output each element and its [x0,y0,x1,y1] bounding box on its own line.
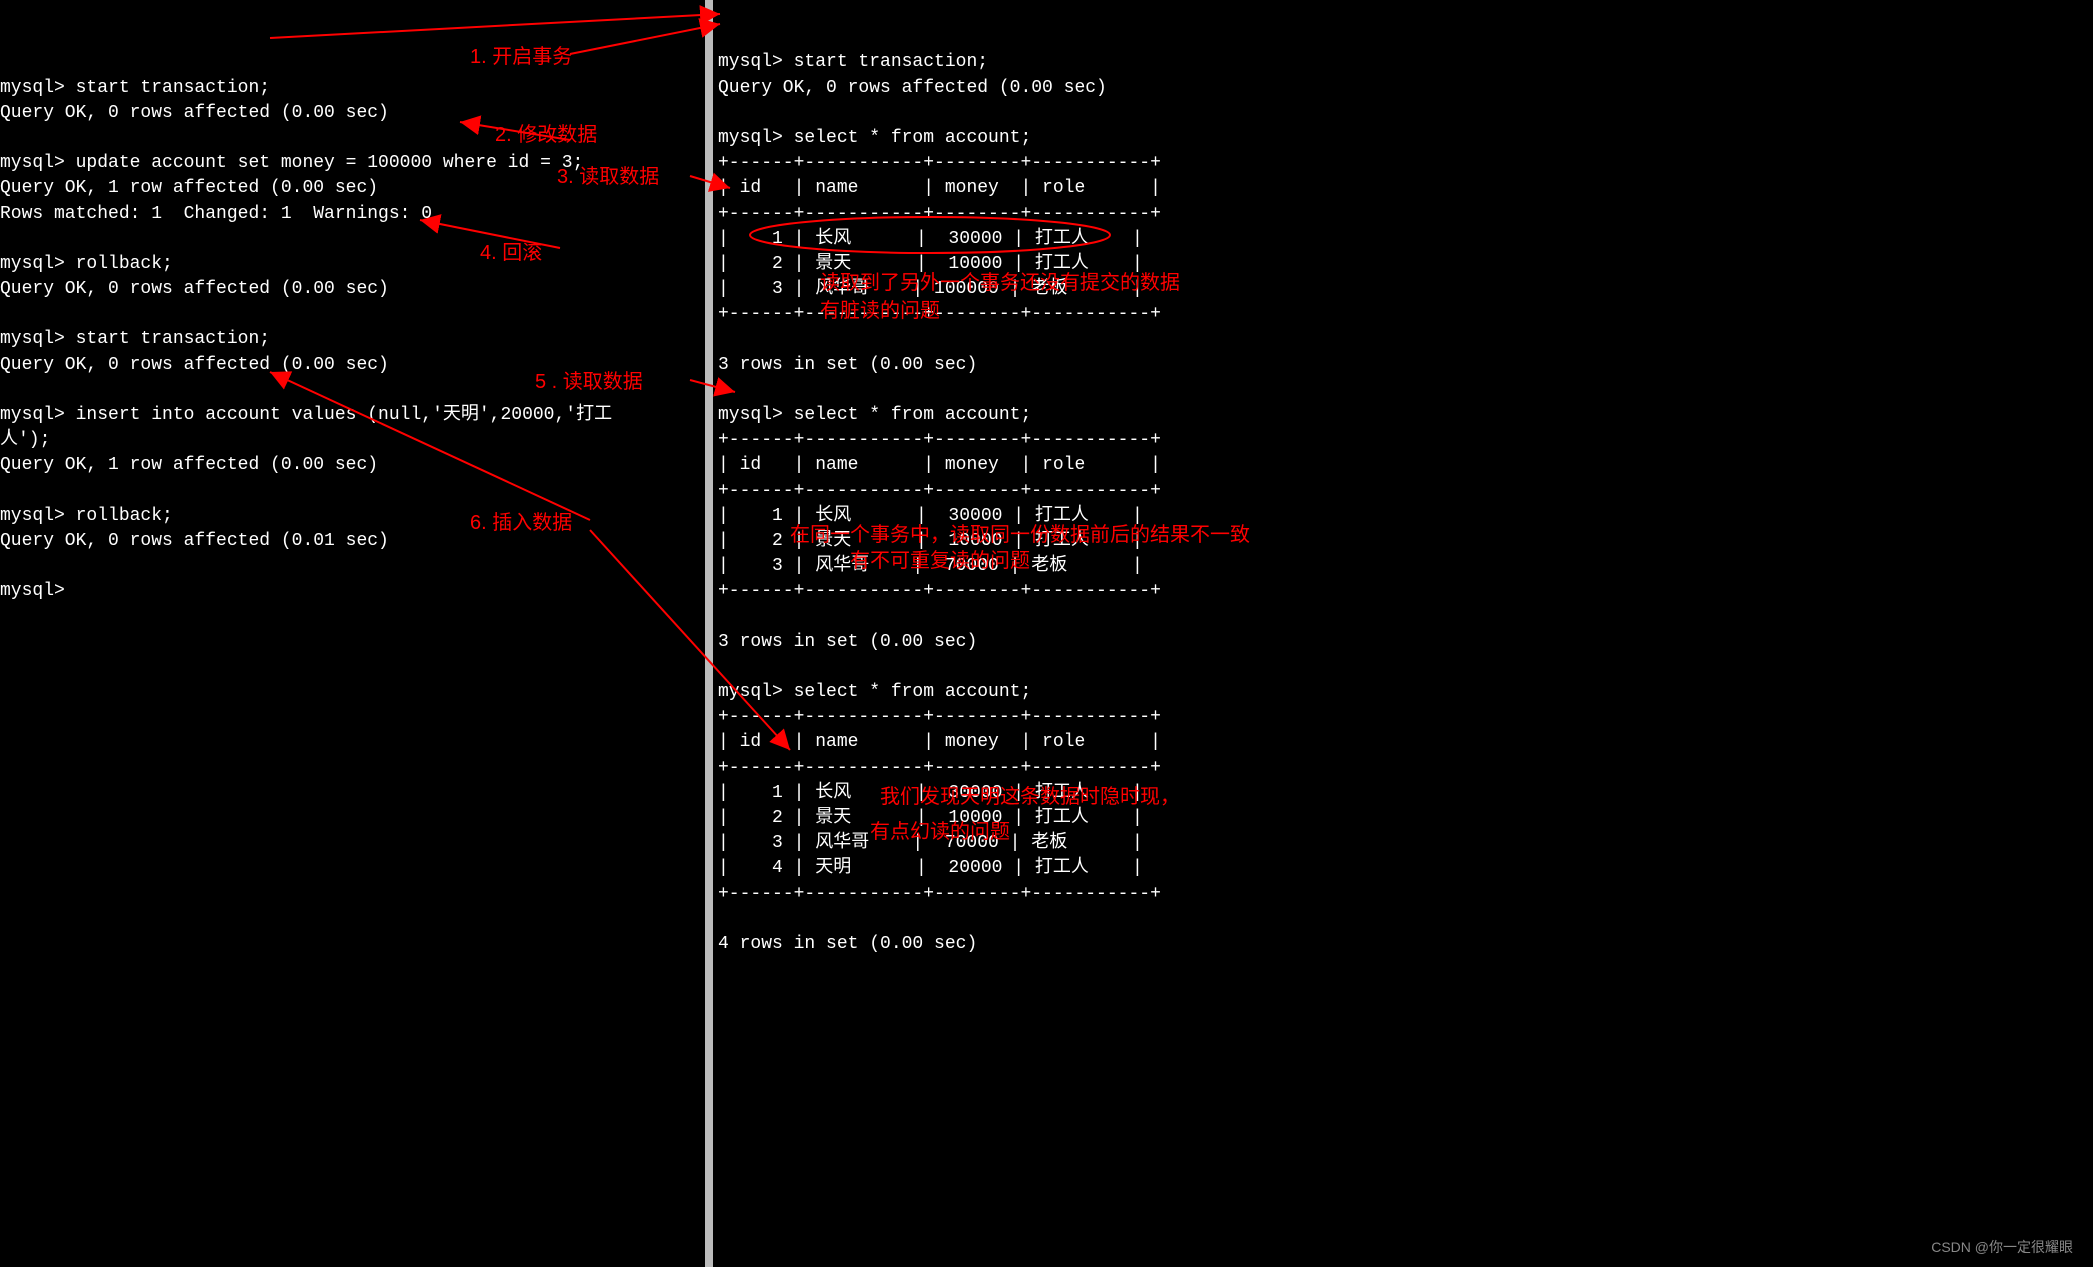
annotation-note-phantom: 我们发现天明这条数据时隐时现， [880,780,1180,809]
left-terminal-pane: mysql> start transaction; Query OK, 0 ro… [0,0,705,630]
annotation-step-3: 3. 读取数据 [557,160,659,189]
terminal-output: mysql> start transaction; Query OK, 0 ro… [0,50,705,604]
annotation-step-2: 2. 修改数据 [495,118,597,147]
annotation-note-nonrepeatable: 在同一个事务中，读取同一份数据前后的结果不一致 [790,518,1250,547]
annotation-step-6: 6. 插入数据 [470,506,572,535]
annotation-note-dirty-read: 读取到了另外一个事务还没有提交的数据 [820,266,1180,295]
annotation-note-dirty-read-2: 有脏读的问题 [820,294,940,323]
annotation-step-4: 4. 回滚 [480,236,542,265]
annotation-note-phantom-2: 有点幻读的问题 [870,815,1010,844]
annotation-note-nonrepeatable-2: 有不可重复读的问题 [850,544,1030,573]
annotation-step-5: 5 . 读取数据 [535,365,643,394]
csdn-watermark: CSDN @你一定很耀眼 [1931,1237,2073,1257]
annotation-step-1: 1. 开启事务 [470,40,572,69]
pane-divider [705,0,713,1267]
